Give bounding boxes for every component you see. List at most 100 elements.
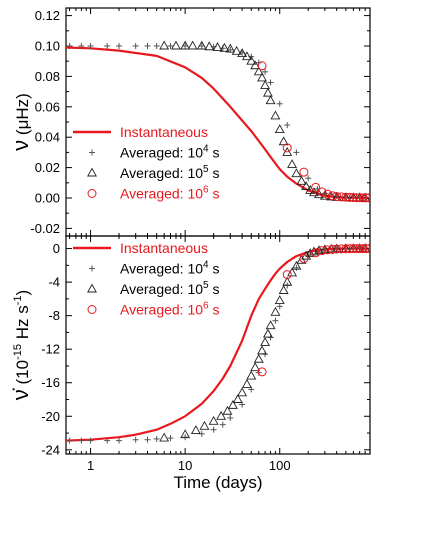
series-averaged_1e6 [257,244,370,377]
y-tick-label: 0.00 [35,191,60,206]
data-point-averaged_1e6 [361,193,370,203]
legend-label: Averaged: 106 s [120,185,219,202]
data-point-averaged_1e5 [265,95,276,105]
data-point-averaged_1e5 [301,250,312,260]
y-tick-label: -16 [41,375,60,390]
data-point-averaged_1e5 [308,187,319,197]
y-tick-label: 0.08 [35,69,60,84]
legend-swatch-plus [89,149,95,156]
data-point-averaged_1e5 [278,285,289,294]
data-point-averaged_1e5 [287,159,298,169]
y-tick-label: -12 [41,342,60,357]
legend-label-suffix: s [209,165,220,181]
data-point-averaged_1e5 [237,387,248,397]
plot-area-bottom [66,243,370,444]
legend-item-averaged_1e6: Averaged: 106 s [87,185,219,202]
legend-label-exponent: 5 [203,164,209,175]
data-point-averaged_1e5 [246,370,257,380]
data-point-averaged_1e4 [167,435,174,442]
y-axis-title-symbol: ν̇ [8,388,33,400]
legend-label: Averaged: 104 s [120,144,219,161]
y-axis-title-unit-rest: Hz s [13,305,32,344]
legend-item-averaged_1e5: Averaged: 105 s [87,164,219,181]
legend-label: Averaged: 105 s [120,164,219,181]
data-point-averaged_1e5 [231,45,242,55]
plot-area-top [66,40,370,203]
data-point-averaged_1e5 [187,40,198,50]
data-point-averaged_1e6 [311,248,321,258]
legend-item-averaged_1e4: Averaged: 104 s [89,260,219,277]
y-axis-title-unit: μHz [13,99,32,130]
series-averaged_1e5 [159,40,370,202]
legend-label-text: Instantaneous [120,124,208,140]
y-tick-label: -20 [41,409,60,424]
data-point-averaged_1e4 [227,414,234,421]
x-ticks-bottom [69,236,371,454]
data-point-averaged_1e4 [276,303,283,310]
data-point-averaged_1e5 [257,72,268,82]
data-point-averaged_1e4 [144,436,151,443]
data-point-averaged_1e4 [87,437,94,444]
data-point-averaged_1e5 [291,168,302,178]
data-point-averaged_1e5 [225,43,236,53]
data-point-averaged_1e6 [348,193,358,203]
data-point-averaged_1e4 [87,43,94,49]
data-point-averaged_1e5 [278,136,289,146]
data-point-averaged_1e5 [227,399,238,409]
legend-label: Instantaneous [120,240,208,256]
data-point-averaged_1e5 [262,328,273,338]
data-point-averaged_1e6 [327,244,337,254]
legend-label-exponent: 4 [203,260,209,271]
legend-swatch-plus [89,265,95,272]
legend-label-text: Averaged: 10 [120,281,203,297]
data-point-averaged_1e6 [282,143,292,153]
data-point-averaged_1e5 [204,41,215,51]
data-point-averaged_1e4 [284,122,291,129]
y-tick-label: 0 [53,241,60,256]
legend-label-suffix: s [209,261,220,277]
y-tick-label: 0.10 [35,39,60,54]
data-point-averaged_1e5 [246,55,257,65]
y-tick-label: -0.02 [30,221,60,236]
data-point-averaged_1e5 [260,337,271,346]
data-point-averaged_1e6 [311,182,321,192]
data-point-averaged_1e4 [104,43,111,49]
legend-label: Instantaneous [120,124,208,140]
legend-label: Averaged: 106 s [120,301,219,318]
y-axis-title-unit-exp: -15 [12,344,24,360]
data-point-averaged_1e4 [293,264,300,271]
data-point-averaged_1e4 [182,43,189,49]
data-point-averaged_1e5 [180,429,191,439]
data-point-averaged_1e6 [282,270,292,280]
legend-label-suffix: s [209,302,220,318]
legend-top: Instantaneous Averaged: 104 s Averaged: 10… [73,124,219,202]
legend-swatch-circle [87,305,97,314]
data-point-averaged_1e5 [232,394,243,403]
legend-label-text: Averaged: 10 [120,165,203,181]
data-point-averaged_1e6 [299,254,309,264]
data-point-averaged_1e5 [265,320,276,330]
legend-label: Averaged: 105 s [120,280,219,297]
legend-label-suffix: s [209,186,220,202]
data-point-averaged_1e5 [305,248,316,258]
data-point-averaged_1e5 [287,267,298,277]
legend-label-exponent: 6 [203,301,209,312]
data-point-averaged_1e6 [358,244,368,254]
legend-label: Averaged: 104 s [120,260,219,277]
data-point-averaged_1e6 [299,167,309,177]
data-point-averaged_1e4 [219,421,226,428]
data-point-averaged_1e6 [352,244,362,254]
data-point-averaged_1e5 [270,110,281,120]
data-point-averaged_1e6 [327,191,337,201]
data-point-averaged_1e5 [274,124,285,134]
legend-swatch-triangle [87,167,97,177]
y-tick-label: 0.04 [35,130,60,145]
data-point-averaged_1e6 [345,244,355,254]
data-point-averaged_1e6 [364,244,370,254]
data-point-averaged_1e6 [345,192,355,202]
data-point-averaged_1e5 [253,66,264,76]
y-tick-label: -8 [48,308,60,323]
legend-item-averaged_1e5: Averaged: 105 s [87,280,219,297]
axes-frame-bottom [65,235,371,455]
data-point-averaged_1e5 [274,295,285,305]
